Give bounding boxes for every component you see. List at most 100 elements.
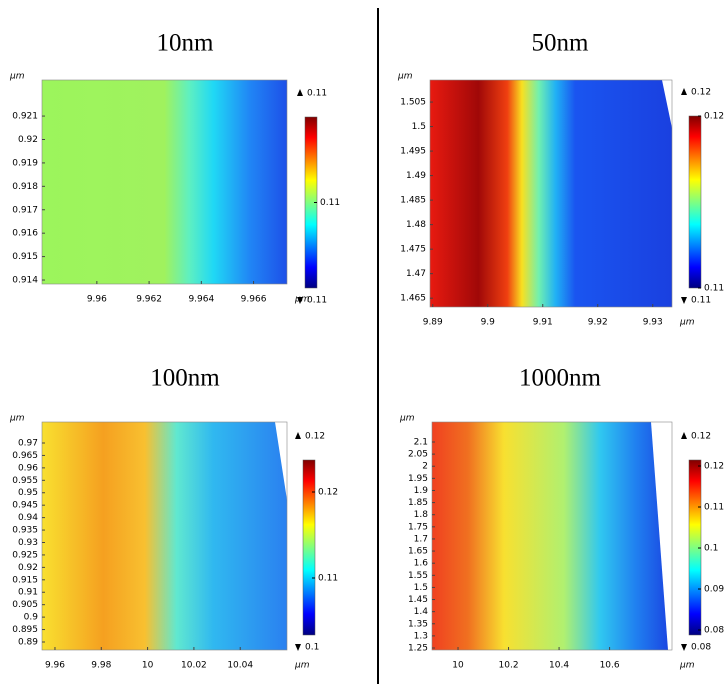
colorbar-tick-label: 0.11 xyxy=(704,502,724,512)
y-tick-label: 1.485 xyxy=(400,196,426,206)
y-tick-label: 0.914 xyxy=(12,276,38,286)
y-tick-label: 1.5 xyxy=(414,583,428,593)
y-tick-label: 1.465 xyxy=(400,294,426,304)
min-marker xyxy=(681,297,687,304)
x-tick-label: 10.02 xyxy=(181,661,207,671)
x-tick-label: 10.04 xyxy=(227,661,253,671)
colorbar-tick-label: 0.11 xyxy=(320,198,340,208)
y-tick-label: 0.92 xyxy=(18,135,38,145)
y-tick-label: 0.93 xyxy=(18,538,38,548)
max-label: 0.12 xyxy=(305,432,325,442)
y-tick-label: 1.85 xyxy=(408,498,428,508)
panel-title: 10nm xyxy=(157,30,215,57)
min-label: 0.08 xyxy=(691,643,711,653)
colorbar-tick-label: 0.11 xyxy=(704,284,724,294)
y-tick-label: 0.905 xyxy=(12,600,38,610)
x-tick-label: 9.91 xyxy=(533,318,553,328)
x-tick-label: 9.964 xyxy=(188,295,214,305)
min-marker xyxy=(681,644,687,651)
plot-frame xyxy=(429,79,673,308)
x-tick-label: 10.4 xyxy=(549,661,569,671)
min-label: 0.11 xyxy=(307,296,327,306)
y-tick-label: 1.6 xyxy=(414,559,429,569)
panel-title: 1000nm xyxy=(519,365,602,392)
x-tick-label: 10.2 xyxy=(499,661,519,671)
y-tick-label: 1.4 xyxy=(414,607,429,617)
y-tick-label: 1.55 xyxy=(408,571,428,581)
heatmap-field xyxy=(430,80,672,307)
heatmap-field xyxy=(42,422,287,650)
colorbar-tick-label: 0.09 xyxy=(704,584,724,594)
y-tick-label: 0.94 xyxy=(18,513,38,523)
colorbar-tick-label: 0.08 xyxy=(704,625,724,635)
mesh-cutout xyxy=(651,422,672,650)
y-tick-label: 0.895 xyxy=(12,625,38,635)
panel-title: 100nm xyxy=(150,365,220,392)
y-axis-unit: µm xyxy=(9,414,25,424)
x-tick-label: 10.6 xyxy=(600,661,620,671)
x-tick-label: 9.962 xyxy=(136,295,162,305)
y-tick-label: 1.45 xyxy=(408,595,428,605)
colorbar xyxy=(302,459,316,636)
y-tick-label: 1.5 xyxy=(412,122,426,132)
y-tick-label: 2.1 xyxy=(414,437,428,447)
y-tick-label: 0.915 xyxy=(12,575,38,585)
min-label: 0.1 xyxy=(305,643,319,653)
y-tick-label: 0.919 xyxy=(12,158,38,168)
max-label: 0.12 xyxy=(691,88,711,98)
y-tick-label: 0.925 xyxy=(12,550,38,560)
y-tick-label: 1.3 xyxy=(414,631,428,641)
x-tick-label: 9.98 xyxy=(91,661,111,671)
x-tick-label: 9.89 xyxy=(423,318,443,328)
y-tick-label: 0.915 xyxy=(12,252,38,262)
max-label: 0.12 xyxy=(691,432,711,442)
y-tick-label: 1.48 xyxy=(406,220,426,230)
colorbar-tick-label: 0.12 xyxy=(704,112,724,122)
x-axis-unit: µm xyxy=(679,661,695,671)
y-tick-label: 0.917 xyxy=(12,205,38,215)
y-tick-label: 1.47 xyxy=(406,269,426,279)
x-tick-label: 10 xyxy=(142,661,154,671)
max-marker xyxy=(681,432,687,439)
colorbar-tick-label: 0.11 xyxy=(318,573,338,583)
y-tick-label: 1.35 xyxy=(408,619,428,629)
plot-frame xyxy=(41,421,288,651)
y-tick-label: 0.96 xyxy=(18,463,38,473)
y-tick-label: 0.918 xyxy=(12,182,38,192)
y-tick-label: 1.25 xyxy=(408,644,428,654)
y-tick-label: 1.495 xyxy=(400,147,426,157)
y-tick-label: 0.955 xyxy=(12,476,38,486)
y-tick-label: 0.916 xyxy=(12,229,38,239)
y-tick-label: 1.95 xyxy=(408,474,428,484)
heatmap-field xyxy=(432,422,672,650)
y-tick-label: 1.75 xyxy=(408,522,428,532)
y-tick-label: 0.89 xyxy=(18,637,38,647)
x-tick-label: 9.96 xyxy=(45,661,65,671)
y-tick-label: 0.95 xyxy=(18,488,38,498)
y-tick-label: 1.8 xyxy=(414,510,429,520)
y-tick-label: 0.965 xyxy=(12,451,38,461)
x-tick-label: 9.966 xyxy=(241,295,267,305)
heatmap-field xyxy=(42,80,287,284)
mesh-cutout xyxy=(662,80,672,128)
y-tick-label: 1.7 xyxy=(414,534,428,544)
plot-frame xyxy=(41,79,288,285)
y-axis-unit: µm xyxy=(9,72,25,82)
x-tick-label: 9.93 xyxy=(643,318,663,328)
y-tick-label: 1.9 xyxy=(414,486,429,496)
x-tick-label: 9.92 xyxy=(588,318,608,328)
y-tick-label: 0.935 xyxy=(12,526,38,536)
max-label: 0.11 xyxy=(307,89,327,99)
y-tick-label: 1.475 xyxy=(400,245,426,255)
y-tick-label: 1.49 xyxy=(406,171,426,181)
y-tick-label: 0.921 xyxy=(12,112,38,122)
colorbar-tick-label: 0.12 xyxy=(318,487,338,497)
y-tick-label: 0.945 xyxy=(12,501,38,511)
panel-title: 50nm xyxy=(532,30,590,57)
max-marker xyxy=(681,88,687,95)
x-tick-label: 9.9 xyxy=(481,318,496,328)
y-tick-label: 1.505 xyxy=(400,98,426,108)
x-tick-label: 10 xyxy=(452,661,464,671)
max-marker xyxy=(295,432,301,439)
